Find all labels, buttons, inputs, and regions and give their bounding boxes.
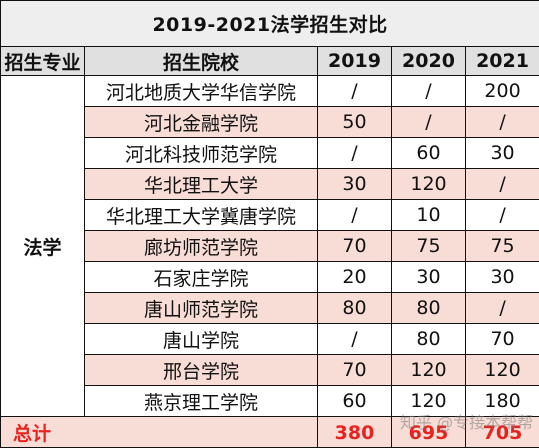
value-2019: 70	[318, 231, 392, 262]
value-2019: 20	[318, 262, 392, 293]
value-2021: 75	[466, 231, 539, 262]
value-2021: /	[466, 107, 539, 138]
table-row: 法学 河北地质大学华信学院 / / 200	[1, 76, 539, 107]
school-cell: 唐山师范学院	[85, 293, 318, 324]
value-2021: 30	[466, 138, 539, 169]
value-2021: 30	[466, 262, 539, 293]
value-2020: 10	[392, 200, 466, 231]
total-label: 总计	[1, 417, 318, 448]
header-major: 招生专业	[1, 47, 85, 76]
table-title: 2019-2021法学招生对比	[1, 1, 539, 47]
school-cell: 华北理工大学	[85, 169, 318, 200]
value-2020: /	[392, 107, 466, 138]
value-2020: 120	[392, 355, 466, 386]
header-2020: 2020	[392, 47, 466, 76]
major-cell: 法学	[1, 76, 85, 417]
value-2020: /	[392, 76, 466, 107]
value-2020: 60	[392, 138, 466, 169]
school-cell: 廊坊师范学院	[85, 231, 318, 262]
title-row: 2019-2021法学招生对比	[1, 1, 539, 47]
header-school: 招生院校	[85, 47, 318, 76]
value-2020: 80	[392, 293, 466, 324]
value-2019: /	[318, 200, 392, 231]
school-cell: 邢台学院	[85, 355, 318, 386]
value-2020: 80	[392, 324, 466, 355]
value-2021: /	[466, 169, 539, 200]
value-2021: /	[466, 200, 539, 231]
value-2019: 80	[318, 293, 392, 324]
school-cell: 唐山学院	[85, 324, 318, 355]
total-2020: 695	[392, 417, 466, 448]
school-cell: 燕京理工学院	[85, 386, 318, 417]
value-2019: 50	[318, 107, 392, 138]
value-2020: 120	[392, 169, 466, 200]
header-2021: 2021	[466, 47, 539, 76]
value-2021: /	[466, 293, 539, 324]
value-2020: 30	[392, 262, 466, 293]
value-2019: 70	[318, 355, 392, 386]
value-2019: /	[318, 76, 392, 107]
value-2019: 60	[318, 386, 392, 417]
value-2021: 180	[466, 386, 539, 417]
school-cell: 华北理工大学冀唐学院	[85, 200, 318, 231]
total-2021: 705	[466, 417, 539, 448]
value-2020: 120	[392, 386, 466, 417]
value-2019: 30	[318, 169, 392, 200]
value-2020: 75	[392, 231, 466, 262]
total-row: 总计 380 695 705	[1, 417, 539, 448]
value-2019: /	[318, 138, 392, 169]
value-2021: 70	[466, 324, 539, 355]
header-row: 招生专业 招生院校 2019 2020 2021	[1, 47, 539, 76]
value-2021: 200	[466, 76, 539, 107]
value-2021: 120	[466, 355, 539, 386]
school-cell: 河北科技师范学院	[85, 138, 318, 169]
total-2019: 380	[318, 417, 392, 448]
header-2019: 2019	[318, 47, 392, 76]
value-2019: /	[318, 324, 392, 355]
school-cell: 河北金融学院	[85, 107, 318, 138]
school-cell: 石家庄学院	[85, 262, 318, 293]
school-cell: 河北地质大学华信学院	[85, 76, 318, 107]
